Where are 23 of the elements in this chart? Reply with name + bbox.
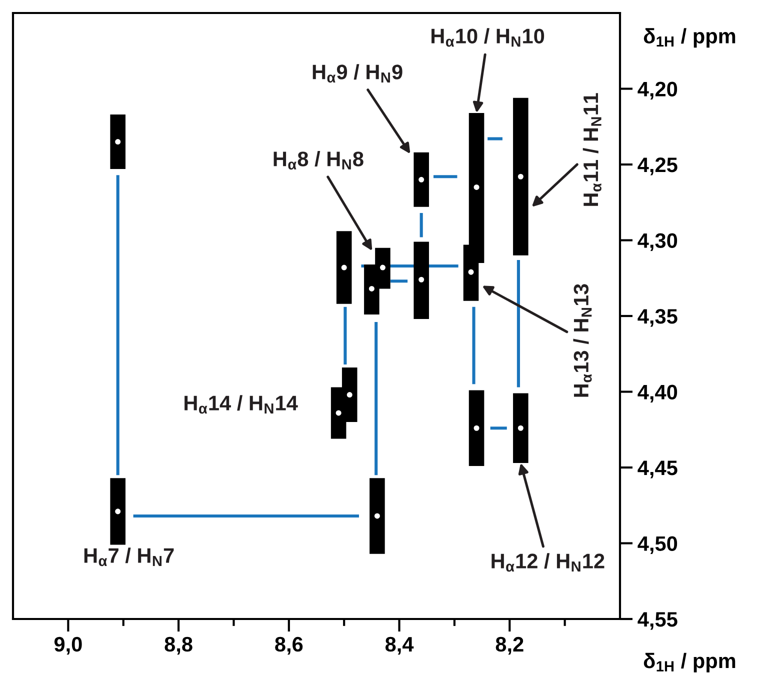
y-tick-label: 4,20 [638, 82, 678, 100]
y-tick-label: 4,50 [638, 536, 678, 554]
y-tick-label: 4,55 [638, 612, 678, 630]
x-axis-title: δ$_{1H}$ / ppm [644, 652, 736, 672]
y-tick-label: 4,35 [638, 309, 678, 327]
y-tick-label: 4,45 [638, 460, 678, 478]
x-tick-label: 8,8 [164, 636, 192, 655]
annotation: H$_{α}$9 / H$_{N}$9 [312, 64, 402, 83]
x-tick-label: 8,6 [275, 636, 303, 655]
y-tick-label: 4,30 [638, 233, 678, 252]
annotation: H$_{α}$12 / H$_{N}$12 [492, 553, 604, 572]
y-tick-label: 4,25 [638, 158, 678, 176]
annotation: H$_{α}$7 / H$_{N}$7 [84, 548, 174, 566]
x-tick-label: 9,0 [54, 636, 82, 655]
x-tick-label: 8,2 [496, 636, 524, 655]
annotation: H$_{α}$14 / H$_{N}$14 [184, 395, 298, 414]
y-tick-label: 4,40 [638, 384, 678, 403]
annotation: H$_{α}$11 / H$_{N}$11 [582, 93, 602, 206]
y-axis-title: δ$_{1H}$ / ppm [644, 28, 736, 48]
x-tick-label: 8,4 [385, 636, 414, 655]
annotation: H$_{α}$8 / H$_{N}$8 [274, 151, 364, 170]
annotation: H$_{α}$10 / H$_{N}$10 [432, 28, 544, 47]
annotation: H$_{α}$13 / H$_{N}$13 [573, 284, 592, 397]
